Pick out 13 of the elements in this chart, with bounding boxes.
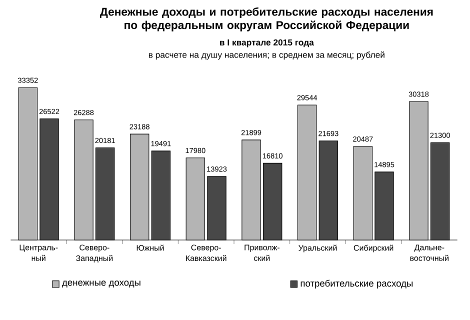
x-tick-label: Дальне-восточный xyxy=(410,244,448,261)
chart-subtitle: в I квартале 2015 года xyxy=(220,39,314,48)
x-tick-label: Северо-Кавказский xyxy=(186,244,226,262)
x-tick-label: Сибирский xyxy=(354,244,394,252)
x-tick-label: Южный xyxy=(136,244,164,251)
x-tick-label: Уральский xyxy=(298,244,337,252)
x-tick-label: Северо-Западный xyxy=(76,244,113,263)
legend-label: потребительские расходы xyxy=(300,280,413,289)
legend-label: денежные доходы xyxy=(62,280,140,288)
x-tick-label: Централь-ный xyxy=(20,244,58,261)
text: в расчете на душу населения; в среднем за месяц; рублей xyxy=(148,51,384,60)
chart-title: Денежные доходы и потребительские расходы населения по федеральным округам Российской Федерации xyxy=(100,7,433,32)
x-tick-label: Приволж-ский xyxy=(244,244,280,261)
